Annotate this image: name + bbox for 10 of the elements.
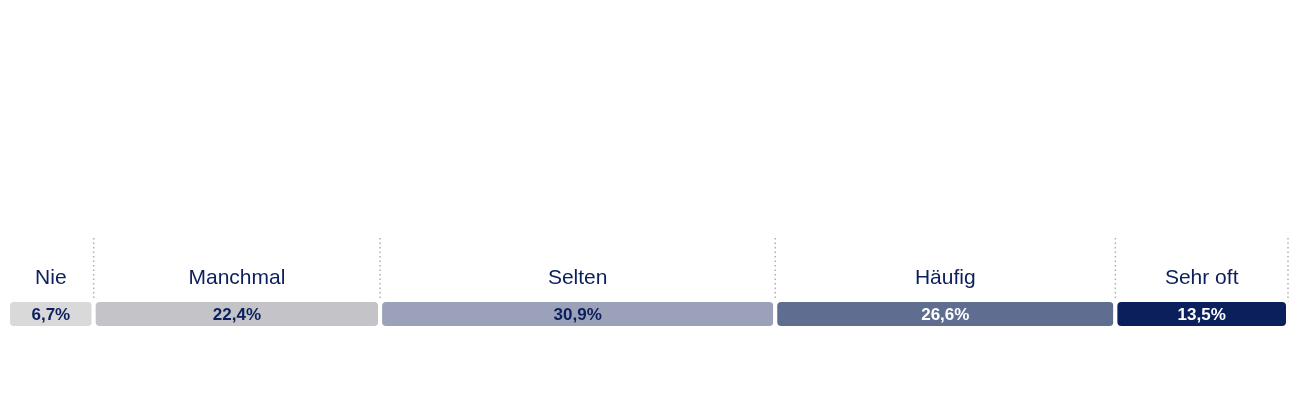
data-label: 6,7% bbox=[31, 305, 71, 324]
series-label: Häufig bbox=[914, 265, 976, 288]
series-label: Selten bbox=[547, 265, 608, 288]
data-label: 13,5% bbox=[1177, 305, 1226, 324]
series-label: Nie bbox=[35, 265, 67, 288]
data-label: 30,9% bbox=[553, 305, 602, 324]
data-label: 22,4% bbox=[212, 305, 261, 324]
series-label: Manchmal bbox=[188, 265, 286, 288]
series-label: Sehr oft bbox=[1164, 265, 1239, 288]
data-label: 26,6% bbox=[921, 305, 970, 324]
